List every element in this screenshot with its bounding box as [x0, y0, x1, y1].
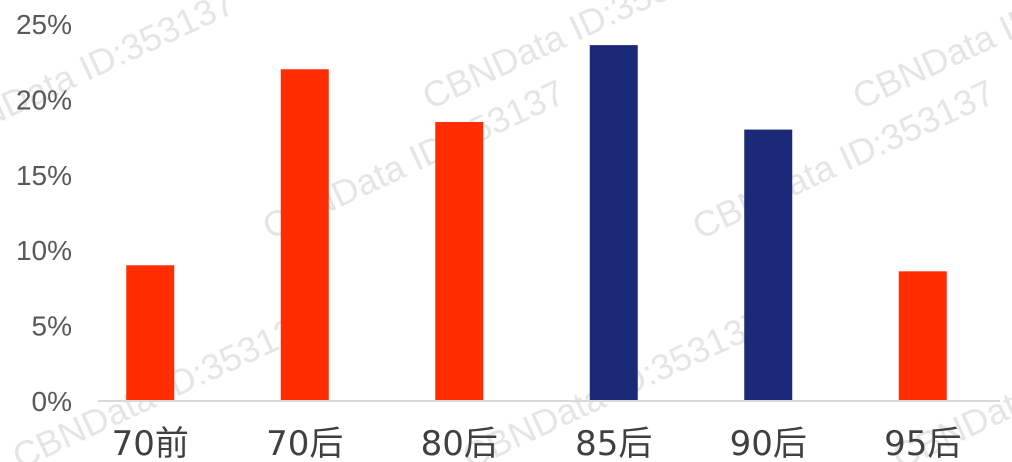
- x-category-label: 70前: [112, 424, 189, 462]
- bar: [126, 265, 175, 401]
- y-tick-label: 0%: [32, 386, 72, 417]
- x-category-label: 85后: [575, 424, 652, 462]
- bars-group: [126, 45, 947, 402]
- bar: [589, 45, 638, 401]
- y-tick-label: 15%: [16, 160, 72, 191]
- x-category-label: 80后: [421, 424, 498, 462]
- y-axis-ticks: 0% 5% 10% 15% 20% 25%: [16, 9, 72, 417]
- bar: [435, 122, 484, 402]
- x-category-label: 90后: [730, 424, 807, 462]
- watermark-text: CBNData ID:353137: [686, 71, 1001, 247]
- y-tick-label: 20%: [16, 84, 72, 115]
- bar: [744, 129, 793, 401]
- x-category-label: 95后: [884, 424, 961, 462]
- y-tick-label: 25%: [16, 9, 72, 40]
- bar: [280, 69, 329, 402]
- bar: [898, 271, 947, 401]
- x-axis-categories: 70前 70后 80后 85后 90后 95后: [112, 424, 962, 462]
- y-tick-label: 10%: [16, 235, 72, 266]
- y-tick-label: 5%: [32, 311, 72, 342]
- x-category-label: 70后: [266, 424, 343, 462]
- watermark-text: CBNData ID:353137: [416, 0, 731, 117]
